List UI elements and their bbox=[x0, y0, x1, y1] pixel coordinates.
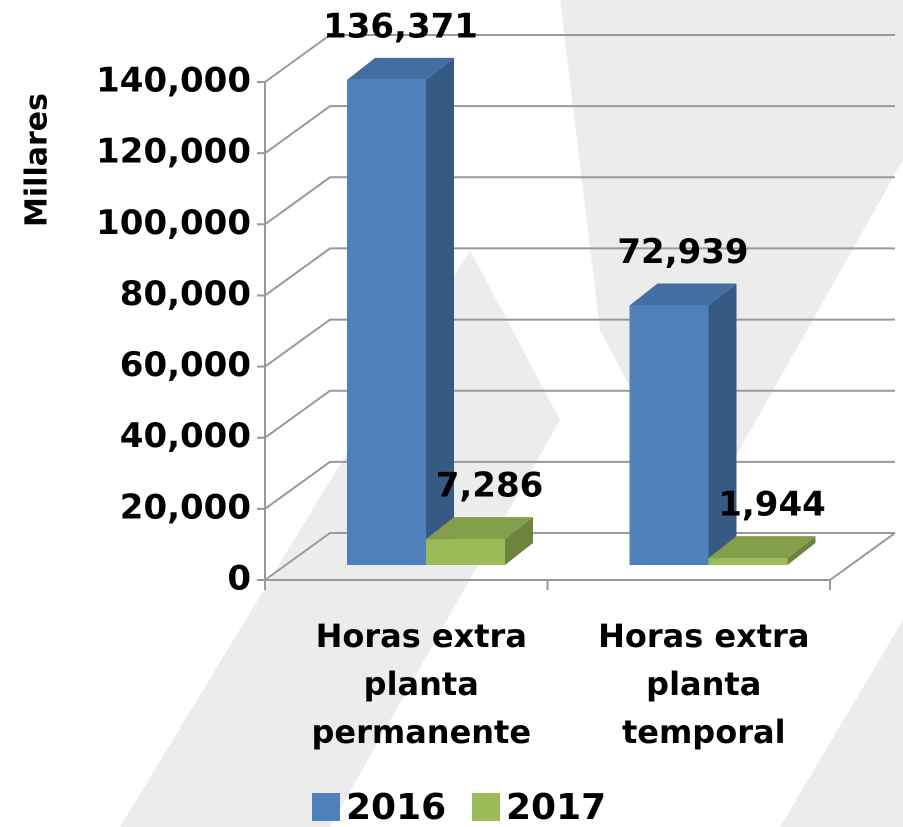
grid-line bbox=[264, 176, 895, 226]
legend-label: 2017 bbox=[506, 787, 606, 827]
grid-line bbox=[264, 105, 895, 154]
bar-top bbox=[708, 536, 816, 559]
grid-line bbox=[264, 247, 895, 297]
data-label: 72,939 bbox=[617, 232, 748, 272]
y-tick-label: 120,000 bbox=[96, 132, 251, 172]
x-tick-label: Horas extra planta permanente bbox=[311, 617, 532, 751]
bar-side bbox=[787, 536, 816, 565]
bar-top bbox=[347, 57, 454, 80]
y-axis-title: Millares bbox=[20, 93, 55, 227]
bar-side bbox=[426, 57, 454, 565]
grid-line bbox=[264, 34, 895, 83]
y-tick-label: 100,000 bbox=[96, 203, 251, 243]
y-tick-label: 140,000 bbox=[96, 61, 251, 101]
data-label: 1,944 bbox=[718, 485, 826, 525]
data-label: 136,371 bbox=[323, 6, 478, 46]
data-label: 7,286 bbox=[436, 466, 544, 506]
bar-top bbox=[629, 283, 737, 306]
bar-side bbox=[505, 517, 533, 565]
y-tick-label: 60,000 bbox=[120, 345, 251, 385]
y-tick-label: 80,000 bbox=[120, 274, 251, 314]
y-tick-label: 20,000 bbox=[120, 487, 251, 527]
bar bbox=[347, 79, 426, 565]
bar bbox=[629, 305, 709, 565]
y-tick-label: 0 bbox=[227, 559, 251, 599]
bar bbox=[426, 539, 505, 565]
bar-top bbox=[426, 517, 533, 540]
bar bbox=[708, 558, 788, 565]
legend-swatch bbox=[472, 793, 500, 821]
y-tick-label: 40,000 bbox=[120, 416, 251, 456]
bar-side bbox=[708, 283, 737, 565]
legend-label: 2016 bbox=[346, 787, 446, 827]
x-tick-label: Horas extra planta temporal bbox=[598, 617, 810, 751]
legend-swatch bbox=[312, 793, 340, 821]
